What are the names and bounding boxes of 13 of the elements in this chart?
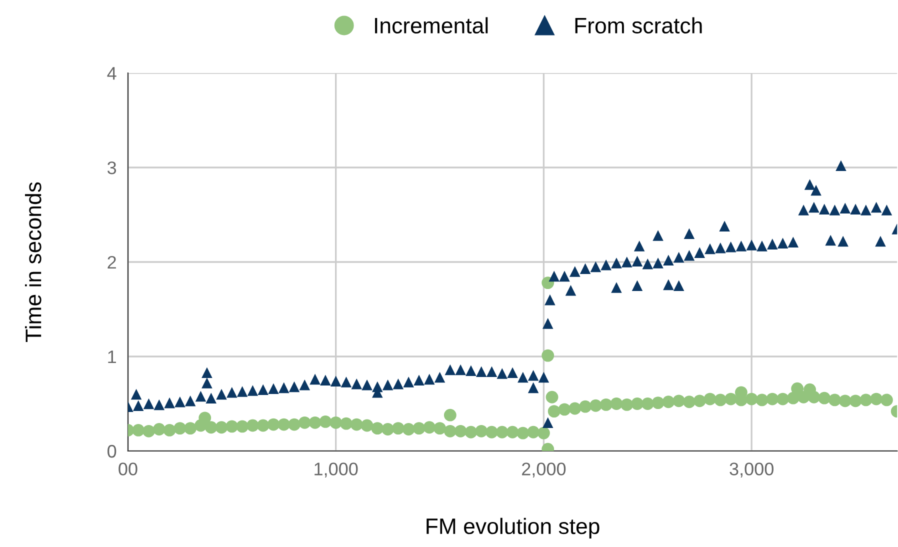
x-tick-label: 1,000 — [314, 462, 358, 478]
x-tick-label: 2,000 — [522, 462, 566, 478]
legend-label: From scratch — [575, 17, 702, 34]
y-tick-label: 3 — [108, 161, 116, 174]
y-tick-label: 2 — [108, 256, 116, 269]
x-tick-label: 00 — [118, 462, 138, 476]
x-tick-label: 3,000 — [730, 462, 774, 478]
y-axis-title: Time in seconds — [24, 182, 42, 342]
legend-label: Incremental — [375, 17, 488, 34]
y-tick-label: 1 — [108, 350, 116, 364]
y-tick-label: 4 — [107, 67, 116, 80]
y-tick-label: 0 — [108, 444, 116, 458]
x-axis-title: FM evolution step — [426, 518, 600, 539]
